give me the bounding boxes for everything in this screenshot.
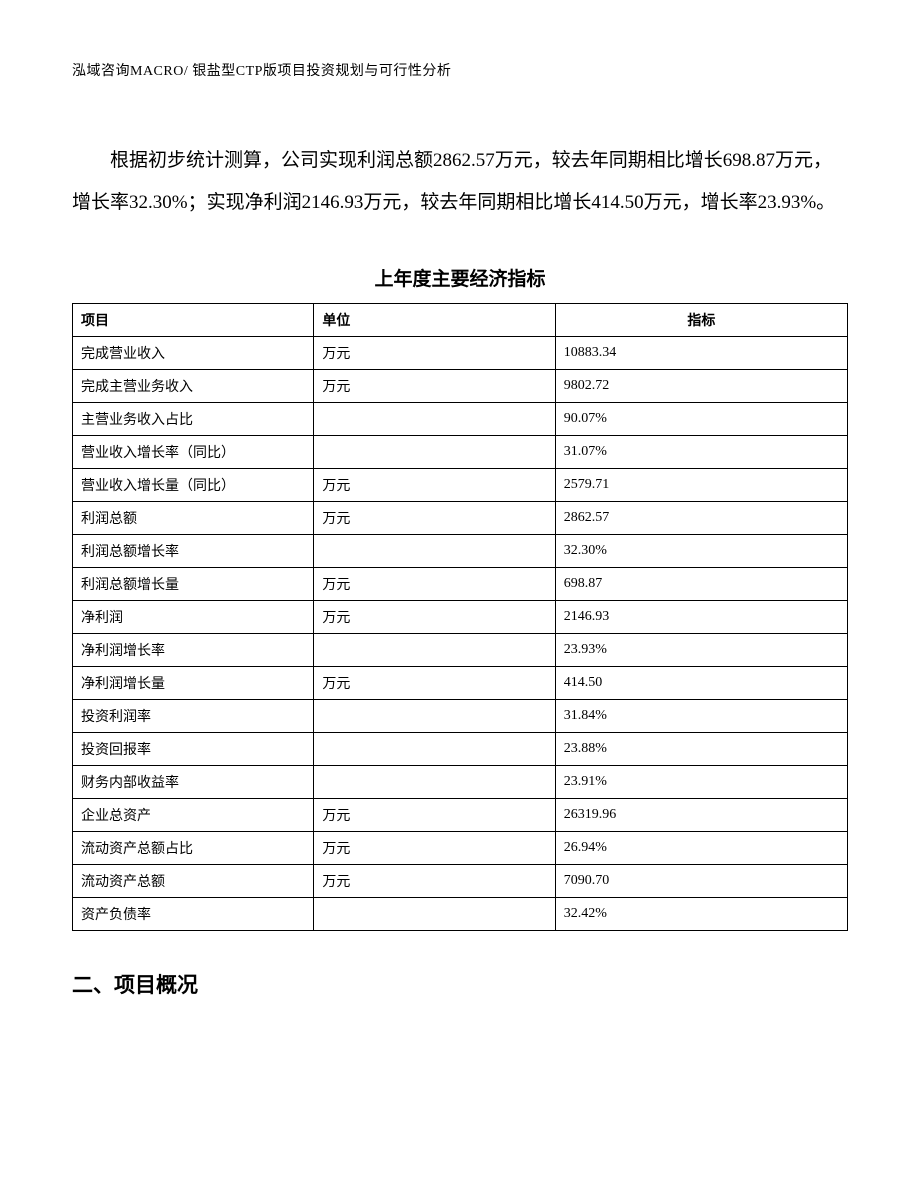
table-row: 净利润增长量万元414.50 — [73, 666, 848, 699]
document-page: 泓域咨询MACRO/ 银盐型CTP版项目投资规划与可行性分析 根据初步统计测算，… — [0, 0, 920, 1191]
cell-value: 23.91% — [555, 765, 847, 798]
table-row: 利润总额增长量万元698.87 — [73, 567, 848, 600]
cell-item: 投资回报率 — [73, 732, 314, 765]
cell-item: 主营业务收入占比 — [73, 402, 314, 435]
cell-item: 净利润增长量 — [73, 666, 314, 699]
table-row: 投资回报率 23.88% — [73, 732, 848, 765]
cell-unit: 万元 — [314, 369, 555, 402]
cell-item: 资产负债率 — [73, 897, 314, 930]
cell-value: 23.88% — [555, 732, 847, 765]
table-row: 营业收入增长率（同比） 31.07% — [73, 435, 848, 468]
table-row: 流动资产总额占比万元26.94% — [73, 831, 848, 864]
cell-value: 31.84% — [555, 699, 847, 732]
cell-unit: 万元 — [314, 567, 555, 600]
table-row: 完成营业收入万元10883.34 — [73, 336, 848, 369]
cell-item: 完成主营业务收入 — [73, 369, 314, 402]
col-header-value: 指标 — [555, 303, 847, 336]
cell-value: 26.94% — [555, 831, 847, 864]
cell-value: 26319.96 — [555, 798, 847, 831]
cell-item: 流动资产总额占比 — [73, 831, 314, 864]
table-row: 利润总额万元2862.57 — [73, 501, 848, 534]
table-row: 营业收入增长量（同比）万元2579.71 — [73, 468, 848, 501]
cell-item: 利润总额增长量 — [73, 567, 314, 600]
cell-item: 企业总资产 — [73, 798, 314, 831]
cell-unit — [314, 435, 555, 468]
table-row: 流动资产总额万元7090.70 — [73, 864, 848, 897]
cell-item: 投资利润率 — [73, 699, 314, 732]
page-header: 泓域咨询MACRO/ 银盐型CTP版项目投资规划与可行性分析 — [72, 60, 848, 80]
body-paragraph: 根据初步统计测算，公司实现利润总额2862.57万元，较去年同期相比增长698.… — [72, 140, 848, 224]
table-row: 完成主营业务收入万元9802.72 — [73, 369, 848, 402]
cell-value: 2146.93 — [555, 600, 847, 633]
cell-item: 利润总额增长率 — [73, 534, 314, 567]
table-row: 净利润增长率 23.93% — [73, 633, 848, 666]
section-heading: 二、项目概况 — [72, 969, 848, 999]
cell-value: 698.87 — [555, 567, 847, 600]
cell-value: 32.30% — [555, 534, 847, 567]
cell-unit — [314, 732, 555, 765]
cell-value: 31.07% — [555, 435, 847, 468]
cell-unit — [314, 897, 555, 930]
table-body: 完成营业收入万元10883.34 完成主营业务收入万元9802.72 主营业务收… — [73, 336, 848, 930]
cell-item: 营业收入增长率（同比） — [73, 435, 314, 468]
cell-unit: 万元 — [314, 864, 555, 897]
col-header-item: 项目 — [73, 303, 314, 336]
cell-unit: 万元 — [314, 666, 555, 699]
cell-value: 23.93% — [555, 633, 847, 666]
cell-unit — [314, 765, 555, 798]
table-title: 上年度主要经济指标 — [72, 264, 848, 291]
cell-value: 32.42% — [555, 897, 847, 930]
cell-unit: 万元 — [314, 798, 555, 831]
cell-item: 利润总额 — [73, 501, 314, 534]
table-row: 主营业务收入占比 90.07% — [73, 402, 848, 435]
cell-value: 2579.71 — [555, 468, 847, 501]
cell-value: 10883.34 — [555, 336, 847, 369]
cell-unit: 万元 — [314, 468, 555, 501]
cell-unit: 万元 — [314, 336, 555, 369]
cell-unit — [314, 402, 555, 435]
cell-unit — [314, 534, 555, 567]
table-row: 利润总额增长率 32.30% — [73, 534, 848, 567]
table-header-row: 项目 单位 指标 — [73, 303, 848, 336]
cell-unit: 万元 — [314, 501, 555, 534]
cell-item: 财务内部收益率 — [73, 765, 314, 798]
cell-item: 流动资产总额 — [73, 864, 314, 897]
cell-value: 90.07% — [555, 402, 847, 435]
table-row: 净利润万元2146.93 — [73, 600, 848, 633]
table-row: 投资利润率 31.84% — [73, 699, 848, 732]
cell-value: 2862.57 — [555, 501, 847, 534]
table-row: 企业总资产万元26319.96 — [73, 798, 848, 831]
header-text: 泓域咨询MACRO/ 银盐型CTP版项目投资规划与可行性分析 — [72, 64, 451, 79]
cell-item: 完成营业收入 — [73, 336, 314, 369]
cell-unit: 万元 — [314, 600, 555, 633]
cell-unit — [314, 633, 555, 666]
table-row: 财务内部收益率 23.91% — [73, 765, 848, 798]
cell-value: 9802.72 — [555, 369, 847, 402]
economic-indicators-table: 项目 单位 指标 完成营业收入万元10883.34 完成主营业务收入万元9802… — [72, 303, 848, 931]
cell-value: 414.50 — [555, 666, 847, 699]
cell-unit: 万元 — [314, 831, 555, 864]
paragraph-text: 根据初步统计测算，公司实现利润总额2862.57万元，较去年同期相比增长698.… — [72, 150, 835, 213]
cell-value: 7090.70 — [555, 864, 847, 897]
cell-unit — [314, 699, 555, 732]
cell-item: 净利润增长率 — [73, 633, 314, 666]
cell-item: 净利润 — [73, 600, 314, 633]
col-header-unit: 单位 — [314, 303, 555, 336]
table-row: 资产负债率 32.42% — [73, 897, 848, 930]
cell-item: 营业收入增长量（同比） — [73, 468, 314, 501]
